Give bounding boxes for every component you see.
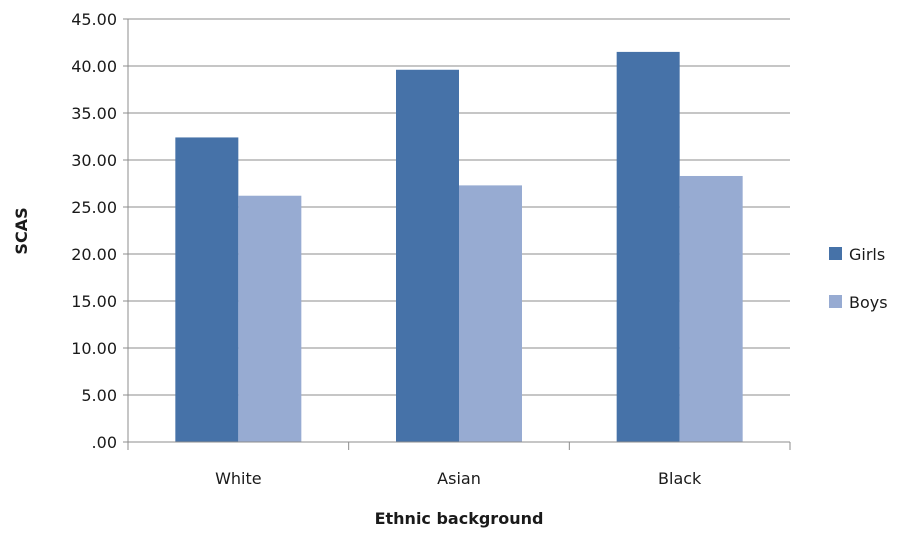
bar-girls-white	[175, 137, 239, 442]
bars	[175, 51, 743, 443]
y-tick-label: 35.00	[71, 104, 117, 123]
axes	[123, 18, 791, 450]
y-tick-label: 20.00	[71, 245, 117, 264]
y-tick-label: 15.00	[71, 292, 117, 311]
y-tick-labels: .00 5.00 10.00 15.00 20.00 25.00 30.00 35.00 40.…	[71, 10, 117, 452]
x-tick-label: White	[215, 469, 262, 488]
bar-girls-black	[616, 51, 680, 443]
y-tick-label: 40.00	[71, 57, 117, 76]
legend-label-boys: Boys	[849, 293, 888, 312]
x-tick-label: Asian	[437, 469, 481, 488]
bar-girls-asian	[396, 69, 459, 442]
legend-label-girls: Girls	[849, 245, 885, 264]
y-tick-label: .00	[92, 433, 117, 452]
legend-swatch-boys	[829, 295, 842, 308]
legend: Girls Boys	[829, 245, 888, 312]
bar-boys-black	[679, 175, 743, 443]
y-axis-title: SCAS	[12, 207, 31, 254]
x-axis-title: Ethnic background	[375, 509, 544, 528]
y-tick-label: 30.00	[71, 151, 117, 170]
y-tick-label: 45.00	[71, 10, 117, 29]
legend-swatch-girls	[829, 247, 842, 260]
y-tick-label: 10.00	[71, 339, 117, 358]
bar-boys-white	[238, 195, 302, 442]
y-tick-label: 5.00	[81, 386, 117, 405]
bar-boys-asian	[459, 185, 522, 442]
x-tick-label: Black	[658, 469, 702, 488]
y-tick-label: 25.00	[71, 198, 117, 217]
x-tick-labels: White Asian Black	[215, 469, 702, 488]
